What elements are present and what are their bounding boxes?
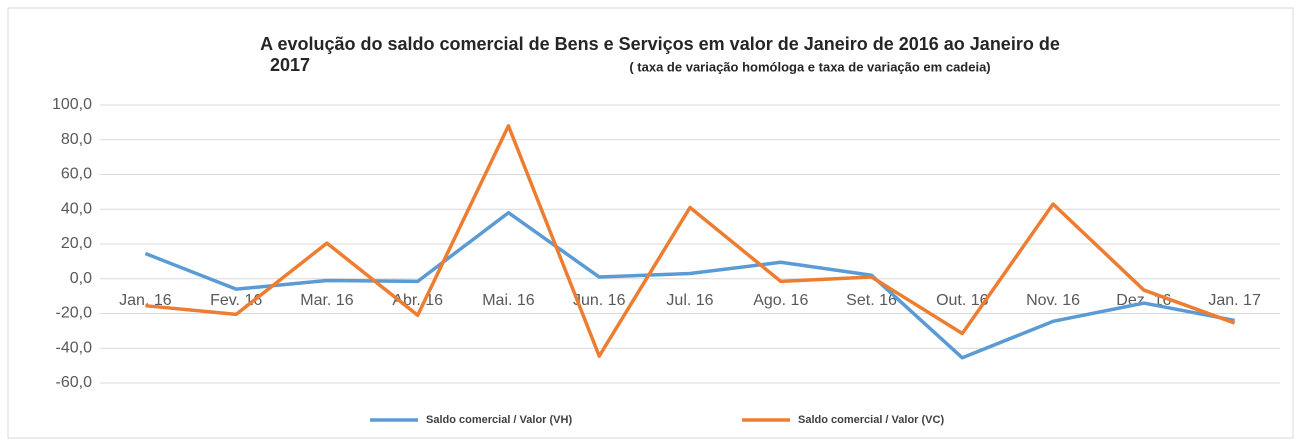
- series-line: [144, 210, 1235, 360]
- legend-label: Saldo comercial / Valor (VH): [426, 414, 572, 426]
- legend-label: Saldo comercial / Valor (VC): [798, 414, 944, 426]
- series-line: [145, 124, 1236, 358]
- x-tick-label: Mai. 16: [482, 292, 535, 309]
- chart-frame: [7, 7, 1294, 439]
- x-tick-label: Nov. 16: [1026, 292, 1080, 309]
- chart-title: 2017: [270, 55, 310, 75]
- x-tick-label: Set. 16: [846, 292, 897, 309]
- x-tick-label: Jan. 16: [119, 292, 172, 309]
- y-tick-label: 0,0: [70, 270, 92, 287]
- x-tick-label: Out. 16: [936, 292, 989, 309]
- y-tick-label: 60,0: [61, 166, 92, 183]
- x-tick-label: Jan. 17: [1208, 292, 1261, 309]
- y-tick-label: 100,0: [52, 96, 92, 113]
- x-tick-label: Jul. 16: [666, 292, 713, 309]
- chart-title: A evolução do saldo comercial de Bens e …: [260, 34, 1060, 54]
- y-tick-label: 80,0: [61, 131, 92, 148]
- x-tick-label: Ago. 16: [753, 292, 808, 309]
- y-tick-label: -20,0: [56, 305, 93, 322]
- y-tick-label: 40,0: [61, 200, 92, 217]
- x-tick-label: Jun. 16: [573, 292, 626, 309]
- y-tick-label: 20,0: [61, 235, 92, 252]
- y-tick-label: -40,0: [56, 339, 93, 356]
- chart-subtitle: ( taxa de variação homóloga e taxa de va…: [629, 59, 990, 74]
- x-tick-label: Mar. 16: [300, 292, 353, 309]
- y-tick-label: -60,0: [56, 374, 93, 391]
